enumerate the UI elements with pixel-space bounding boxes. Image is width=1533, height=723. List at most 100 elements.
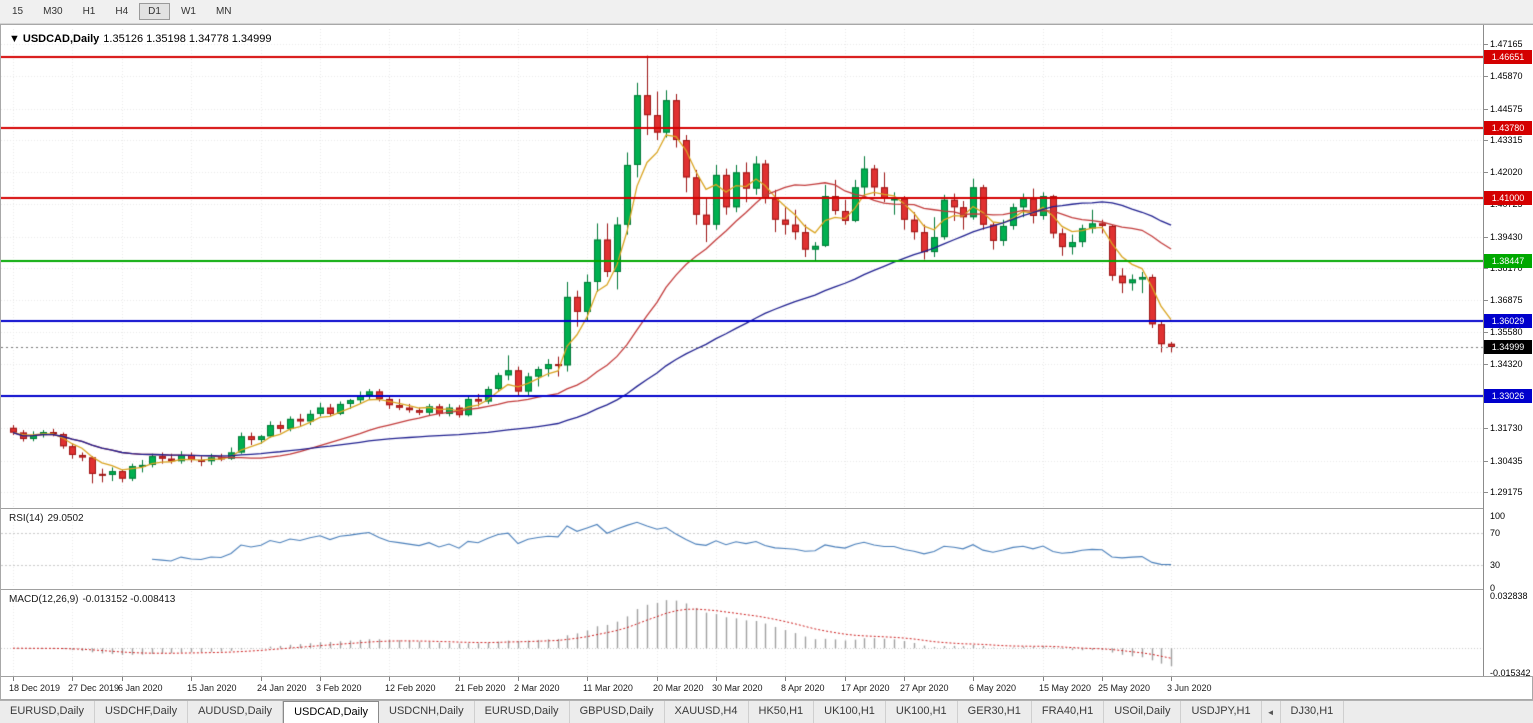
price-tick-label: 1.42020 xyxy=(1490,167,1523,178)
macd-chart-canvas[interactable] xyxy=(1,591,1484,676)
date-label: 15 May 2020 xyxy=(1039,683,1092,693)
chart-tabbar: EURUSD,Daily USDCHF,Daily AUDUSD,Daily USDC… xyxy=(0,700,1533,723)
date-tick-mark xyxy=(389,677,390,681)
date-label: 6 May 2020 xyxy=(969,683,1017,693)
macd-axis-label: -0.015342 xyxy=(1490,667,1531,678)
date-label: 21 Feb 2020 xyxy=(455,683,506,693)
price-tick-mark xyxy=(1484,172,1488,174)
price-tick-mark xyxy=(1484,139,1488,141)
price-tick-label: 1.35580 xyxy=(1490,327,1523,338)
timeframe-button-h4[interactable]: H4 xyxy=(115,6,129,17)
chart-tab-usoil-daily-13[interactable]: USOil,Daily xyxy=(1104,701,1182,723)
date-tick-mark xyxy=(657,677,658,681)
date-tick-mark xyxy=(716,677,717,681)
rsi-axis-label: 30 xyxy=(1490,559,1501,570)
rsi-name: RSI(14) xyxy=(9,513,44,524)
date-tick-mark xyxy=(904,677,905,681)
chart-tab-ger30-h1-11[interactable]: GER30,H1 xyxy=(957,701,1032,723)
date-label: 6 Jan 2020 xyxy=(118,683,163,693)
rsi-value: 29.0502 xyxy=(47,513,84,524)
chart-tab-fra40-h1-12[interactable]: FRA40,H1 xyxy=(1031,701,1105,723)
price-level-badge: 1.33026 xyxy=(1484,389,1532,404)
chart-tab-usdcad-daily-3[interactable]: USDCAD,Daily xyxy=(283,701,380,723)
chart-tab-usdcnh-daily-4[interactable]: USDCNH,Daily xyxy=(379,701,475,723)
chart-tab-hk50-h1-8[interactable]: HK50,H1 xyxy=(748,701,815,723)
price-tick-mark xyxy=(1484,204,1488,206)
time-axis-divider xyxy=(1,676,1532,677)
price-tick-mark xyxy=(1484,428,1488,430)
price-tick-label: 1.43315 xyxy=(1490,134,1523,145)
date-tick-mark xyxy=(261,677,262,681)
chart-collapse-icon[interactable]: ▼ xyxy=(9,33,20,45)
date-label: 11 Mar 2020 xyxy=(583,683,633,693)
price-tick-label: 1.39430 xyxy=(1490,231,1523,242)
price-tick-mark xyxy=(1484,460,1488,462)
pane-splitter-macd[interactable] xyxy=(1,589,1532,590)
price-chart-canvas[interactable] xyxy=(1,29,1484,507)
timeframe-button-15[interactable]: 15 xyxy=(12,6,24,17)
chart-tab-gbpusd-daily-6[interactable]: GBPUSD,Daily xyxy=(569,701,665,723)
price-level-badge: 1.36029 xyxy=(1484,314,1532,329)
date-label: 18 Dec 2019 xyxy=(9,683,61,693)
timeframe-button-d1[interactable]: D1 xyxy=(139,3,170,20)
date-label: 30 Mar 2020 xyxy=(712,683,763,693)
chart-tab-audusd-daily-2[interactable]: AUDUSD,Daily xyxy=(188,701,284,723)
chart-tab-uk100-h1-9[interactable]: UK100,H1 xyxy=(814,701,886,723)
price-tick-label: 1.44575 xyxy=(1490,103,1523,114)
rsi-axis-label: 0 xyxy=(1490,583,1496,593)
rsi-chart-canvas[interactable] xyxy=(1,510,1484,588)
price-tick-mark xyxy=(1484,491,1488,493)
timeframe-button-mn[interactable]: MN xyxy=(215,6,232,17)
date-label: 20 Mar 2020 xyxy=(653,683,704,693)
price-tick-label: 1.31730 xyxy=(1490,423,1523,434)
date-label: 12 Feb 2020 xyxy=(385,683,436,693)
price-tick-mark xyxy=(1484,236,1488,238)
date-tick-mark xyxy=(320,677,321,681)
rsi-axis-label: 70 xyxy=(1490,528,1501,539)
price-tick-mark xyxy=(1484,108,1488,110)
tab-scroll-left-icon[interactable]: ◄ xyxy=(1262,701,1281,723)
macd-axis-label: 0.032838 xyxy=(1490,591,1528,602)
price-tick-label: 1.36875 xyxy=(1490,295,1523,306)
chart-tab-eurusd-daily-5[interactable]: EURUSD,Daily xyxy=(474,701,570,723)
date-tick-mark xyxy=(1171,677,1172,681)
date-label: 2 Mar 2020 xyxy=(514,683,560,693)
timeframe-button-h1[interactable]: H1 xyxy=(82,6,96,17)
timeframe-button-w1[interactable]: W1 xyxy=(180,6,196,17)
rsi-indicator-label: RSI(14) 29.0502 xyxy=(9,513,84,524)
price-axis[interactable]: 1.471651.458701.445751.433151.420201.407… xyxy=(1483,25,1533,678)
chart-tab-dj30-h1-15[interactable]: DJ30,H1 xyxy=(1280,701,1345,723)
date-tick-mark xyxy=(785,677,786,681)
price-tick-label: 1.29175 xyxy=(1490,486,1523,497)
pane-splitter-rsi[interactable] xyxy=(1,508,1532,509)
current-price-badge: 1.34999 xyxy=(1484,339,1532,354)
price-tick-label: 1.34320 xyxy=(1490,358,1523,369)
timeframe-button-m30[interactable]: M30 xyxy=(43,6,63,17)
chart-ohlc-values: 1.35126 1.35198 1.34778 1.34999 xyxy=(103,33,272,45)
date-label: 3 Feb 2020 xyxy=(316,683,362,693)
date-tick-mark xyxy=(518,677,519,681)
price-tick-mark xyxy=(1484,268,1488,269)
date-tick-mark xyxy=(72,677,73,681)
date-label: 3 Jun 2020 xyxy=(1167,683,1212,693)
date-tick-mark xyxy=(973,677,974,681)
date-label: 17 Apr 2020 xyxy=(841,683,890,693)
price-tick-mark xyxy=(1484,300,1488,302)
date-label: 25 May 2020 xyxy=(1098,683,1151,693)
price-level-badge: 1.41000 xyxy=(1484,190,1532,205)
chart-tab-usdchf-daily-1[interactable]: USDCHF,Daily xyxy=(94,701,189,723)
date-label: 8 Apr 2020 xyxy=(781,683,825,693)
chart-tab-xauusd-h4-7[interactable]: XAUUSD,H4 xyxy=(664,701,749,723)
time-axis[interactable]: 18 Dec 2019 27 Dec 2019 6 Jan 2020 15 Jan 2… xyxy=(1,677,1532,699)
price-level-badge: 1.38447 xyxy=(1484,254,1532,269)
chart-tab-usdjpy-h1-14[interactable]: USDJPY,H1 xyxy=(1181,701,1262,723)
date-tick-mark xyxy=(191,677,192,681)
price-tick-label: 1.47165 xyxy=(1490,39,1523,50)
date-label: 15 Jan 2020 xyxy=(187,683,237,693)
price-tick-mark xyxy=(1484,44,1488,46)
date-tick-mark xyxy=(122,677,123,681)
chart-symbol-period: USDCAD,Daily xyxy=(22,33,100,45)
date-tick-mark xyxy=(1102,677,1103,681)
chart-tab-uk100-h1-10[interactable]: UK100,H1 xyxy=(885,701,958,723)
chart-tab-eurusd-daily-0[interactable]: EURUSD,Daily xyxy=(0,701,95,723)
